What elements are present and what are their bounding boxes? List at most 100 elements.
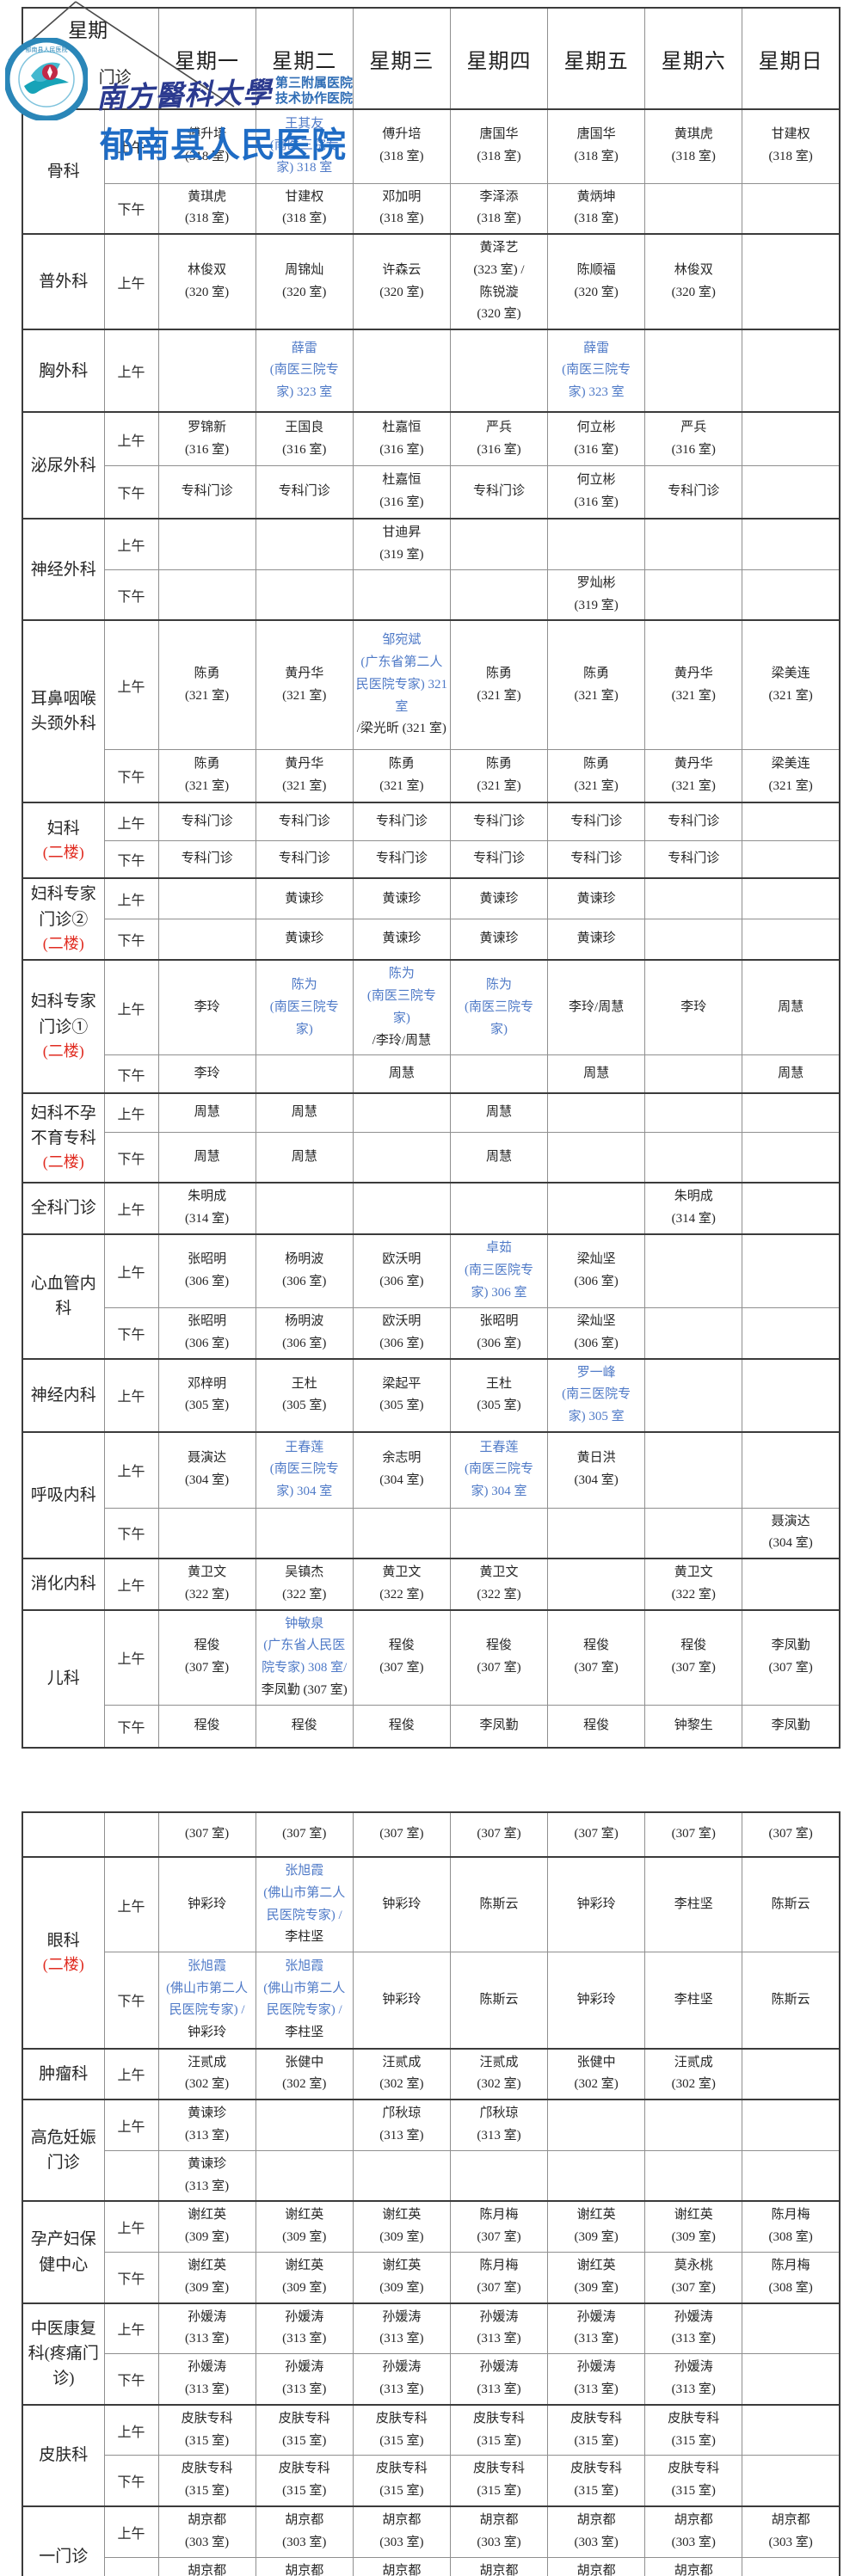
schedule-entry-line: 何立彬 <box>576 420 616 434</box>
day-header-4: 星期四 <box>449 7 549 110</box>
schedule-cell: 谢红英 (309 室) <box>352 2200 451 2253</box>
schedule-cell: 皮肤专科 (315 室) <box>255 2455 354 2507</box>
schedule-cell: 专科门诊 <box>352 802 451 841</box>
schedule-entry-line: 黄谏珍 <box>382 891 422 906</box>
schedule-cell: 傅升培 (318 室) <box>352 108 451 184</box>
schedule-cell: 张旭霞 (佛山市第二人 民医院专家) / 李柱坚 <box>255 1856 354 1953</box>
schedule-entry-line: 皮肤专科 <box>668 2462 720 2476</box>
schedule-entry-line: (306 室) <box>379 1274 424 1288</box>
schedule-cell: (307 室) <box>449 1811 549 1858</box>
department-cell: 神经内科 <box>22 1357 105 1433</box>
session-cell: 下午 <box>103 2556 159 2576</box>
schedule-cell <box>742 2149 840 2202</box>
department-name: 高危妊娠门诊 <box>30 2128 96 2173</box>
schedule-entry-line: (321 室) <box>574 688 619 703</box>
schedule-entry-line: (307 室) <box>671 1827 716 1841</box>
schedule-cell: 孙媛涛 (313 室) <box>449 2302 549 2355</box>
schedule-entry-line: 陈勇 <box>194 757 220 772</box>
schedule-entry-line: (南医三院专 <box>366 989 436 1004</box>
schedule-entry-line: 专科门诊 <box>181 851 233 866</box>
schedule-cell: 张旭霞 (佛山市第二人 民医院专家) / 李柱坚 <box>255 1952 354 2050</box>
schedule-entry-line: /李玲/周慧 <box>372 1033 432 1048</box>
schedule-entry-line: 胡京都 <box>285 2563 324 2576</box>
schedule-entry-line: (广东省第二人 <box>360 655 443 670</box>
schedule-cell <box>352 1507 451 1559</box>
schedule-entry-line: 钟彩玲 <box>576 1992 616 2007</box>
session-cell: 下午 <box>103 2353 159 2406</box>
schedule-entry-line: (316 室) <box>379 495 424 510</box>
schedule-entry-line: (318 室) <box>477 212 521 226</box>
schedule-cell: 朱明成 (314 室) <box>157 1181 256 1235</box>
department-name: 心血管内科 <box>30 1274 96 1319</box>
schedule-entry-line: (318 室) <box>768 150 813 164</box>
schedule-entry-line: (316 室) <box>574 442 619 457</box>
schedule-cell: 汪贰成 (302 室) <box>644 2047 743 2100</box>
schedule-entry-line: 王国良 <box>285 420 324 434</box>
schedule-entry-line: (309 室) <box>184 2280 230 2295</box>
schedule-row: 肿瘤科 上午 汪贰成 (302 室) 张健中 (302 室) 汪贰成 (302 室) 汪贰成 (3… <box>22 2047 840 2100</box>
floor-label: (二楼) <box>42 1153 84 1171</box>
schedule-cell <box>157 569 256 621</box>
schedule-entry-line: 程俊 <box>388 1638 415 1653</box>
schedule-cell: 专科门诊 <box>547 802 646 841</box>
schedule-entry-line: 许森云 <box>382 262 422 277</box>
schedule-cell: 黄谏珍 <box>449 919 549 961</box>
schedule-entry-line: (320 室) <box>574 285 619 299</box>
schedule-entry-line: (304 室) <box>768 1536 813 1551</box>
schedule-entry-line: (315 室) <box>477 2433 521 2448</box>
schedule-entry-line: 何立彬 <box>576 473 616 488</box>
department-cell: 全科门诊 <box>22 1181 105 1235</box>
schedule-cell: 张健中 (302 室) <box>547 2047 646 2100</box>
department-name: 泌尿外科 <box>30 456 96 475</box>
schedule-cell: 陈斯云 <box>449 1856 549 1953</box>
schedule-cell: 李泽添 (318 室) <box>449 182 549 235</box>
schedule-cell: 黄琪虎 (318 室) <box>644 108 743 184</box>
schedule-cell: 胡京都 (303 室) <box>157 2505 256 2558</box>
schedule-row: 下午 程俊 程俊 程俊 李凤勤 程俊 钟黎生 李凤勤 <box>22 1704 840 1749</box>
schedule-entry-line: 莫永桃 <box>674 2259 713 2273</box>
schedule-cell: 胡京都 (303 室) <box>352 2505 451 2558</box>
schedule-cell: 周慧 <box>547 1054 646 1094</box>
department-cell: 妇科专家门诊② (二楼) <box>22 877 105 961</box>
schedule-entry-line: 陈锐漩 <box>479 285 519 299</box>
schedule-row: 下午胡京都(303 室)胡京都(303 室)胡京都(303 室)胡京都(303 … <box>22 2556 840 2576</box>
schedule-entry-line: (322 室) <box>184 1587 230 1602</box>
schedule-cell: 钟彩玲 <box>352 1952 451 2050</box>
schedule-entry-line: 民医院专家) / <box>169 2003 245 2018</box>
schedule-entry-line: 胡京都 <box>771 2513 810 2528</box>
schedule-entry-line: 钟敏泉 <box>285 1616 324 1631</box>
schedule-entry-line: 家) 305 室 <box>568 1410 625 1424</box>
schedule-entry-line: 孙媛涛 <box>479 2309 519 2324</box>
schedule-cell: 王杜 (305 室) <box>255 1357 354 1433</box>
schedule-entry-line: 李凤勤 <box>479 1718 519 1733</box>
schedule-cell: 专科门诊 <box>644 802 743 841</box>
schedule-cell: 皮肤专科 (315 室) <box>352 2403 451 2456</box>
schedule-cell: 余志明 (304 室) <box>352 1431 451 1509</box>
department-name: 骨科 <box>46 162 80 181</box>
schedule-cell <box>742 1357 840 1433</box>
schedule-cell <box>742 518 840 570</box>
schedule-entry-line: 朱明成 <box>674 1189 713 1203</box>
schedule-entry-line: 孙媛涛 <box>576 2309 616 2324</box>
schedule-entry-line: 胡京都 <box>188 2513 227 2528</box>
schedule-cell: 黄泽艺 (323 室) / 陈锐漩 (320 室) <box>449 233 549 330</box>
schedule-entry-line: 周慧 <box>291 1105 317 1120</box>
day-header-7: 星期日 <box>742 7 840 110</box>
schedule-entry-line: 梁起平 <box>382 1376 422 1391</box>
schedule-entry-line: 黄琪虎 <box>674 127 713 142</box>
schedule-entry-line: (318 室) <box>184 150 230 164</box>
schedule-entry-line: 卓茹 <box>485 1241 512 1256</box>
session-cell: 上午 <box>103 619 159 750</box>
schedule-cell: 周慧 <box>449 1132 549 1183</box>
schedule-entry-line: 汪贰成 <box>479 2055 519 2069</box>
schedule-row: 下午 黄琪虎 (318 室) 甘建权 (318 室) 邓加明 (318 室) 李泽添 (318 … <box>22 182 840 235</box>
schedule-cell: 周慧 <box>742 1054 840 1094</box>
schedule-cell: 孙媛涛 (313 室) <box>547 2353 646 2406</box>
schedule-cell: 陈月梅 (307 室) <box>449 2252 549 2304</box>
schedule-cell: 邓梓明 (305 室) <box>157 1357 256 1433</box>
schedule-cell <box>742 329 840 413</box>
schedule-entry-line: /梁光昕 (321 室) <box>356 722 446 736</box>
schedule-cell: 陈勇 (321 室) <box>449 619 549 750</box>
department-name: 全科门诊 <box>30 1199 96 1217</box>
session-cell: 上午 <box>103 1608 159 1706</box>
